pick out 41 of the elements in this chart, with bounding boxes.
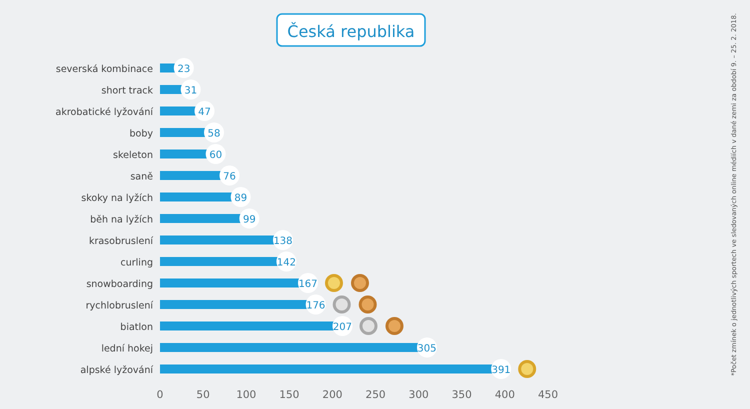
y-tick-label: krasobruslení (88, 236, 154, 247)
data-label: 167 (298, 279, 318, 290)
x-tick-label: 350 (452, 389, 472, 401)
y-tick-label: alpské lyžování (80, 365, 154, 376)
data-label: 391 (492, 365, 511, 376)
y-tick-label: akrobatické lyžování (56, 107, 154, 118)
chart-title: Česká republika (287, 22, 415, 41)
data-label: 99 (242, 214, 256, 226)
y-tick-label: biatlon (120, 322, 153, 333)
data-label: 138 (273, 236, 293, 247)
x-tick-label: 450 (538, 389, 558, 401)
y-tick-label: běh na lyžích (90, 214, 153, 226)
data-label: 31 (184, 86, 198, 96)
y-tick-label: snowboarding (86, 279, 153, 290)
x-tick-label: 400 (494, 389, 515, 401)
y-tick-label: short track (101, 86, 154, 96)
x-tick-label: 150 (279, 389, 300, 401)
x-tick-label: 100 (236, 389, 256, 401)
y-tick-label: saně (130, 172, 154, 182)
data-label: 142 (276, 258, 296, 268)
y-tick-label: boby (130, 128, 154, 140)
x-tick-label: 250 (366, 389, 386, 401)
y-tick-label: severská kombinace (56, 64, 154, 75)
data-label: 58 (208, 128, 220, 140)
data-label: 207 (332, 322, 352, 333)
data-label: 76 (223, 172, 236, 182)
data-label: 89 (234, 193, 248, 204)
y-tick-label: skoky na lyžích (81, 193, 153, 204)
x-tick-label: 200 (322, 389, 342, 401)
data-label: 60 (209, 150, 222, 161)
y-tick-label: skeleton (113, 150, 153, 161)
y-tick-label: curling (120, 258, 153, 268)
x-tick-label: 50 (196, 389, 210, 401)
x-tick-label: 300 (408, 389, 429, 401)
data-label: 47 (198, 107, 211, 118)
y-tick-label: rychlobruslení (86, 300, 154, 312)
data-label: 176 (306, 300, 326, 312)
y-tick-label: lední hokej (101, 344, 153, 354)
x-tick-label: 0 (156, 389, 164, 401)
data-label: 305 (417, 344, 437, 354)
data-label: 23 (177, 64, 190, 75)
